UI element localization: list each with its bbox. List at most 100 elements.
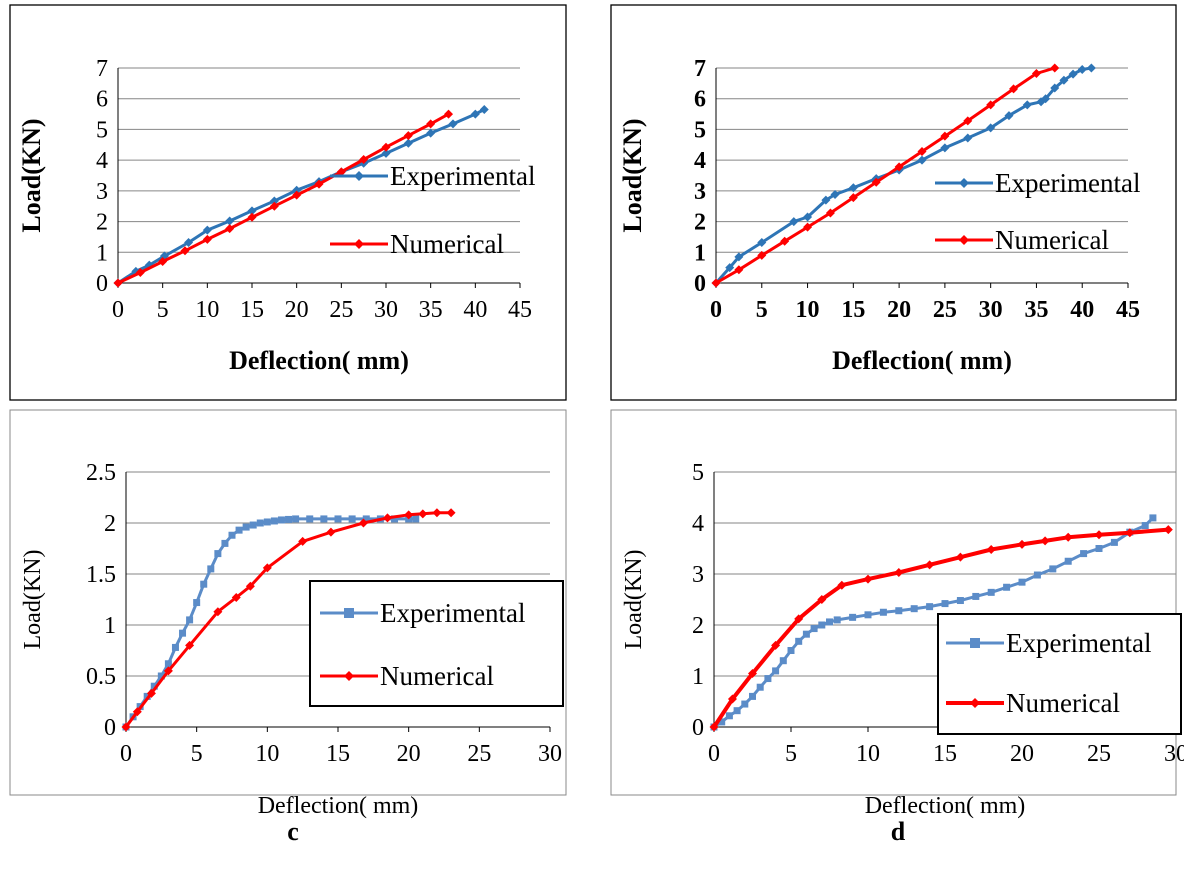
data-point bbox=[764, 675, 772, 683]
data-point bbox=[298, 536, 308, 546]
x-tick-label: 20 bbox=[1010, 741, 1034, 767]
x-tick-label: 0 bbox=[708, 741, 720, 767]
data-point bbox=[1041, 94, 1051, 104]
y-tick-label: 7 bbox=[694, 56, 706, 82]
data-point bbox=[1149, 514, 1157, 522]
y-tick-label: 2 bbox=[96, 210, 108, 236]
data-point bbox=[810, 625, 818, 633]
data-point bbox=[956, 597, 964, 605]
legend-marker bbox=[959, 235, 969, 245]
data-point bbox=[925, 560, 935, 570]
data-point bbox=[1009, 84, 1019, 94]
y-tick-label: 0 bbox=[692, 715, 704, 741]
data-point bbox=[404, 510, 414, 520]
y-tick-label: 6 bbox=[96, 87, 108, 113]
x-tick-label: 45 bbox=[508, 297, 532, 323]
data-point bbox=[412, 515, 420, 523]
data-point bbox=[320, 515, 328, 523]
data-point bbox=[741, 700, 749, 708]
data-point bbox=[193, 599, 201, 607]
data-point bbox=[986, 100, 996, 110]
data-point bbox=[972, 592, 980, 600]
x-tick-label: 35 bbox=[419, 297, 443, 323]
legend-box bbox=[937, 613, 1182, 735]
legend-marker bbox=[354, 239, 364, 249]
data-point bbox=[336, 167, 346, 177]
y-tick-label: 3 bbox=[96, 179, 108, 205]
data-point bbox=[186, 616, 194, 624]
y-tick-label: 0 bbox=[694, 271, 706, 297]
data-point bbox=[270, 517, 278, 525]
y-tick-label: 0.5 bbox=[86, 664, 116, 690]
y-tick-label: 1 bbox=[692, 664, 704, 690]
x-tick-label: 30 bbox=[1164, 741, 1184, 767]
legend-marker bbox=[970, 698, 980, 708]
data-point bbox=[202, 225, 212, 235]
data-point bbox=[418, 509, 428, 519]
y-tick-label: 4 bbox=[692, 511, 704, 537]
data-point bbox=[749, 692, 756, 700]
data-point bbox=[794, 614, 804, 624]
data-point bbox=[184, 237, 194, 247]
data-point bbox=[245, 581, 255, 591]
x-axis-title: Deflection( mm) bbox=[229, 346, 409, 375]
data-point bbox=[1033, 571, 1041, 579]
legend-marker bbox=[970, 638, 980, 648]
data-point bbox=[772, 667, 780, 675]
data-point bbox=[185, 640, 195, 650]
data-point bbox=[249, 521, 257, 529]
data-point bbox=[757, 237, 767, 247]
data-point bbox=[1094, 530, 1104, 540]
data-point bbox=[1077, 65, 1087, 75]
data-point bbox=[771, 640, 781, 650]
data-point bbox=[825, 208, 835, 218]
data-point bbox=[132, 707, 142, 717]
x-tick-label: 20 bbox=[887, 297, 911, 323]
data-point bbox=[448, 119, 458, 129]
y-tick-label: 2.5 bbox=[86, 460, 116, 486]
legend-label-experimental: Experimental bbox=[380, 598, 525, 628]
legend-label-experimental: Experimental bbox=[390, 161, 535, 191]
data-point bbox=[221, 539, 229, 547]
data-point bbox=[358, 518, 368, 528]
data-point bbox=[1163, 525, 1173, 535]
panel-label-c: c bbox=[287, 817, 299, 846]
data-point bbox=[150, 682, 158, 690]
data-point bbox=[269, 201, 279, 211]
data-point bbox=[381, 142, 391, 152]
data-point bbox=[381, 148, 391, 158]
x-axis-title: Deflection( mm) bbox=[865, 793, 1026, 819]
data-point bbox=[121, 722, 131, 732]
legend-marker bbox=[344, 608, 354, 618]
data-point bbox=[1003, 583, 1011, 591]
data-point bbox=[1040, 536, 1050, 546]
data-point bbox=[403, 131, 413, 141]
legend-box bbox=[309, 580, 564, 707]
y-tick-label: 0 bbox=[104, 715, 116, 741]
x-tick-label: 15 bbox=[933, 741, 957, 767]
legend: Experimental Numerical bbox=[937, 613, 1182, 735]
data-point bbox=[1086, 63, 1096, 73]
chart-frame bbox=[9, 4, 567, 401]
data-point bbox=[235, 526, 243, 534]
data-point bbox=[863, 574, 873, 584]
data-point bbox=[910, 605, 918, 613]
data-point bbox=[242, 523, 250, 531]
x-tick-label: 5 bbox=[756, 297, 768, 323]
data-point bbox=[256, 519, 264, 527]
data-point bbox=[1018, 578, 1026, 586]
legend-label-numerical: Numerical bbox=[1006, 688, 1120, 718]
data-point bbox=[837, 580, 847, 590]
x-tick-label: 5 bbox=[191, 741, 203, 767]
data-point bbox=[348, 515, 356, 523]
data-point bbox=[895, 607, 903, 615]
y-tick-label: 0 bbox=[96, 271, 108, 297]
data-point bbox=[941, 600, 949, 608]
x-tick-label: 0 bbox=[112, 297, 124, 323]
data-point bbox=[711, 278, 721, 288]
y-tick-label: 5 bbox=[96, 117, 108, 143]
data-point bbox=[1141, 522, 1149, 530]
x-tick-label: 25 bbox=[467, 741, 491, 767]
x-tick-label: 0 bbox=[120, 741, 132, 767]
